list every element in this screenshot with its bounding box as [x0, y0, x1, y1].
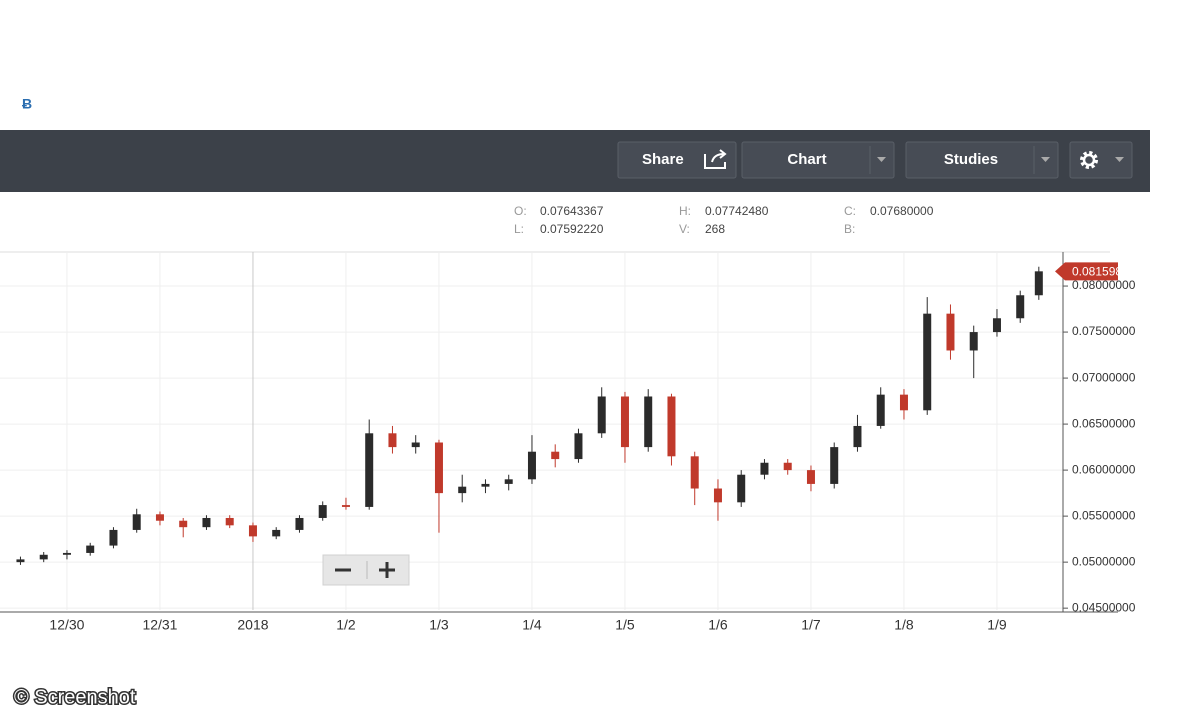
- candle-body: [109, 529, 118, 546]
- candle-body: [155, 514, 164, 521]
- info-value: 0.07680000: [870, 204, 934, 218]
- candle-body: [388, 433, 397, 448]
- candle-body: [39, 554, 48, 560]
- y-tick-label: 0.07000000: [1072, 370, 1136, 384]
- info-value: 0.07643367: [540, 204, 604, 218]
- y-tick-label: 0.06500000: [1072, 416, 1136, 430]
- candle-body: [272, 529, 281, 537]
- x-tick-label: 1/7: [801, 617, 821, 633]
- candle-body: [620, 396, 629, 448]
- candle-body: [365, 433, 374, 507]
- candle-body: [318, 505, 327, 518]
- y-tick-label: 0.07500000: [1072, 324, 1136, 338]
- info-value: 0.07592220: [540, 222, 604, 236]
- candle-body: [737, 474, 746, 503]
- candle-body: [992, 318, 1001, 333]
- candle-body: [504, 479, 513, 484]
- zoom-controls: [322, 554, 410, 586]
- settings-button[interactable]: [1069, 141, 1133, 179]
- x-tick-label: 12/31: [142, 617, 177, 633]
- candle-body: [295, 517, 304, 530]
- price-chart: 0.04500000 0.05000000 0.05500000 0.06000000…: [0, 251, 1136, 633]
- share-icon: [704, 149, 727, 169]
- share-button[interactable]: Share: [617, 141, 737, 179]
- chart-label[interactable]: Chart: [787, 151, 826, 168]
- x-tick-label: 1/9: [987, 617, 1007, 633]
- candle-body: [248, 525, 257, 537]
- candle-body: [644, 396, 653, 448]
- x-tick-label: 1/4: [522, 617, 542, 633]
- currency-icon: Ƀ: [22, 96, 32, 112]
- candle-body: [1034, 271, 1043, 296]
- info-label: H:: [679, 204, 691, 218]
- candle-body: [574, 433, 583, 460]
- ohlc-info: O: 0.07643367 H: 0.07742480 C: 0.07680000 L: 0.…: [514, 204, 934, 236]
- last-price-flag: [1055, 262, 1118, 281]
- y-tick-label: 0.06000000: [1072, 462, 1136, 476]
- candle-body: [946, 313, 955, 351]
- gear-icon: [1080, 151, 1098, 169]
- candle-body: [202, 517, 211, 528]
- candle-body: [667, 396, 676, 457]
- info-label: V:: [679, 222, 690, 236]
- dropdown-arrow: [877, 157, 886, 162]
- chart-button[interactable]: Chart: [741, 141, 895, 179]
- candle-body: [783, 462, 792, 471]
- candle-body: [411, 442, 420, 448]
- y-tick-label: 0.04500000: [1072, 600, 1136, 614]
- candle-body: [760, 462, 769, 475]
- candle-body: [527, 451, 536, 480]
- info-label: B:: [844, 222, 855, 236]
- y-tick-label: 0.05500000: [1072, 508, 1136, 522]
- x-tick-label: 1/3: [429, 617, 449, 633]
- candle-body: [434, 442, 443, 494]
- candle-body: [341, 505, 350, 507]
- x-tick-label: 2018: [237, 617, 268, 633]
- gear-icon-inner: [1082, 153, 1096, 167]
- candle-body: [481, 483, 490, 487]
- dropdown-arrow: [1041, 157, 1050, 162]
- candle-body: [1016, 295, 1025, 319]
- candle-body: [876, 394, 885, 426]
- x-tick-label: 1/8: [894, 617, 914, 633]
- info-label: C:: [844, 204, 856, 218]
- info-value: 268: [705, 222, 725, 236]
- candle-body: [806, 470, 815, 484]
- candle-body: [179, 520, 188, 528]
- candle-body: [923, 313, 932, 411]
- studies-label[interactable]: Studies: [944, 151, 998, 168]
- candle-body: [899, 394, 908, 411]
- candle-body: [132, 514, 141, 530]
- candle-body: [690, 456, 699, 489]
- studies-button[interactable]: Studies: [905, 141, 1059, 179]
- share-label[interactable]: Share: [642, 151, 684, 168]
- candle-body: [551, 451, 560, 460]
- candle-body: [713, 488, 722, 503]
- candle-body: [458, 486, 467, 494]
- watermark: © Screenshot: [14, 686, 136, 708]
- candle-body: [225, 517, 234, 526]
- x-tick-label: 1/6: [708, 617, 728, 633]
- candle-body: [86, 545, 95, 553]
- x-tick-label: 1/2: [336, 617, 356, 633]
- info-label: L:: [514, 222, 524, 236]
- y-tick-label: 0.05000000: [1072, 554, 1136, 568]
- candle-body: [853, 425, 862, 448]
- x-tick-label: 12/30: [49, 617, 84, 633]
- x-tick-label: 1/5: [615, 617, 635, 633]
- zoom-in[interactable]: [379, 562, 395, 578]
- info-value: 0.07742480: [705, 204, 769, 218]
- candle-body: [969, 332, 978, 351]
- candle-body: [62, 552, 71, 555]
- candle-body: [597, 396, 606, 434]
- y-tick-label: 0.08000000: [1072, 278, 1136, 292]
- info-label: O:: [514, 204, 527, 218]
- candle-body: [16, 559, 25, 563]
- dropdown-arrow: [1115, 157, 1124, 162]
- last-price-label: 0.08159890: [1072, 265, 1136, 279]
- candle-body: [830, 447, 839, 484]
